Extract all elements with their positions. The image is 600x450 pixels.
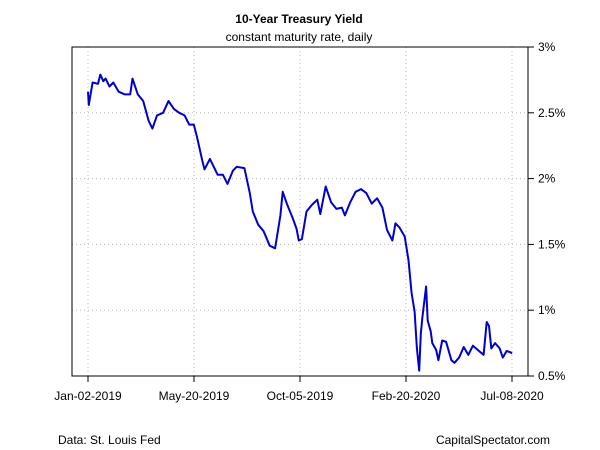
x-axis: Jan-02-2019 May-20-2019 Oct-05-2019 Feb-20-… bbox=[54, 376, 544, 403]
x-tick-label: Feb-20-2020 bbox=[372, 389, 441, 403]
yield-line bbox=[87, 73, 513, 372]
y-tick-label: 2.5% bbox=[538, 106, 566, 120]
y-tick-label: 1.5% bbox=[538, 237, 566, 251]
y-tick-label: 0.5% bbox=[538, 369, 566, 383]
chart-subtitle: constant maturity rate, daily bbox=[226, 30, 373, 44]
y-tick-label: 1% bbox=[538, 303, 556, 317]
x-tick-label: Jan-02-2019 bbox=[54, 389, 122, 403]
y-axis: 0.5% 1% 1.5% 2% 2.5% 3% bbox=[528, 40, 566, 383]
data-source: Data: St. Louis Fed bbox=[58, 433, 161, 447]
chart-title: 10-Year Treasury Yield bbox=[235, 12, 362, 26]
x-tick-label: Jul-08-2020 bbox=[480, 389, 544, 403]
x-tick-label: Oct-05-2019 bbox=[267, 389, 334, 403]
x-tick-label: May-20-2019 bbox=[159, 389, 230, 403]
y-tick-label: 3% bbox=[538, 40, 556, 54]
series-group bbox=[87, 73, 513, 372]
y-tick-label: 2% bbox=[538, 172, 556, 186]
brand-credit: CapitalSpectator.com bbox=[435, 433, 550, 447]
